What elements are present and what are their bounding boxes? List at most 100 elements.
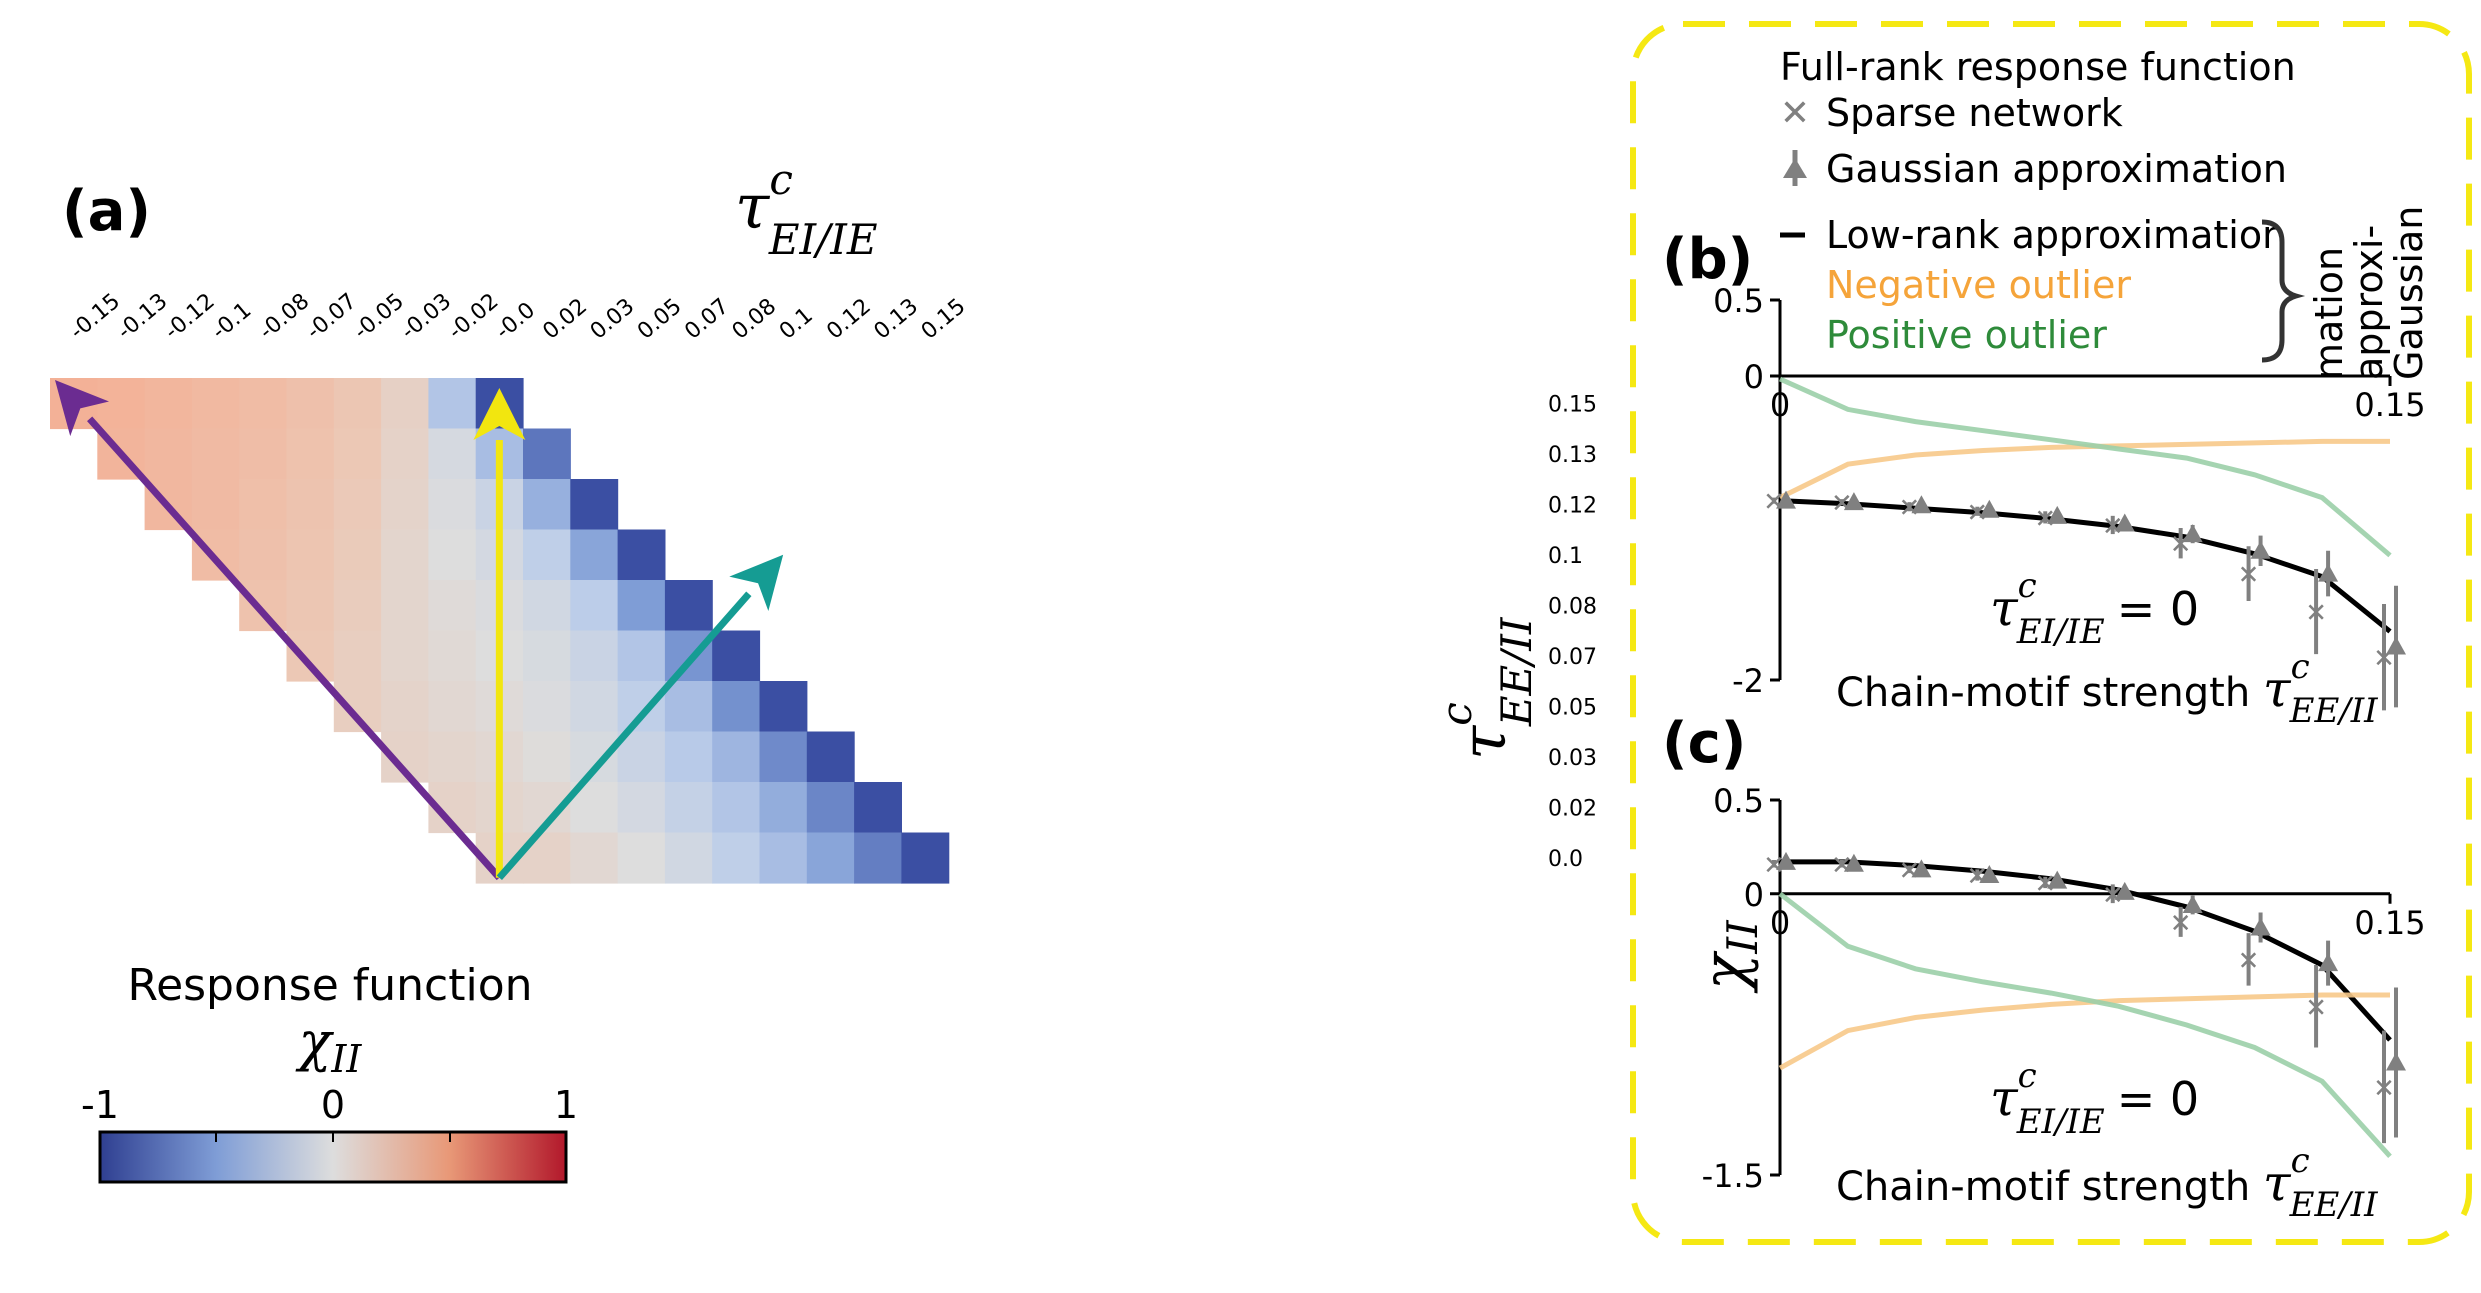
heatmap-cell [286,378,335,430]
panel-c-label: (c) [1662,711,1746,776]
top-axis-symbol: τ [735,170,771,243]
heatmap-cell [617,681,666,733]
plot-c-annotation-rhs: = 0 [2117,1072,2199,1126]
plot-b-sparse-marker: ✕ [2305,599,2327,629]
plot-c-x-max-label: 0.15 [2354,904,2425,942]
heatmap-cell [97,378,146,430]
top-axis-sub: EI/IE [768,215,878,264]
plot-b-xlabel-sup: c [2291,647,2310,687]
legend-sparse: ✕ Sparse network [1780,91,2123,135]
heatmap-cell [381,580,429,632]
heatmap-cell [381,479,429,531]
heatmap-cell [239,529,288,581]
arrow-purple-head [55,380,110,437]
heatmap-cell [806,782,855,834]
plot-b-sparse-marker: ✕ [2238,561,2260,591]
heatmap-cell [381,681,429,733]
heatmap-cell [381,378,429,430]
colorbar-ticks [215,1132,451,1142]
heatmap-cell [286,479,335,531]
x-tick-label: -0.05 [349,289,409,345]
heatmap-cell [523,681,571,733]
x-tick-label: 0.13 [870,294,924,345]
plot-c-series-low-rank-approximation [1780,859,2392,1042]
plot-b-annotation: τc EI/IE = 0 [1990,566,2199,652]
top-axis-sup: c [769,155,793,204]
plot-c-ylabel-sub: II [1718,919,1767,955]
plot-b-annotation-sub: EI/IE [2016,612,2105,652]
y-tick-label: 0.08 [1548,594,1597,619]
plot-c-sparse-marker: ✕ [2034,870,2056,900]
heatmap [50,378,950,884]
heatmap-cell [239,580,288,632]
heatmap-cell [381,529,429,581]
plot-b-sparse-marker: ✕ [2034,504,2056,534]
legend-positive-label: Positive outlier [1826,313,2107,357]
brace-label: mation approxi- Gaussian [2307,206,2431,380]
plot-c-sparse-marker: ✕ [2102,881,2124,911]
plot-c-xlabel-sup: c [2291,1141,2310,1181]
heatmap-cell [144,428,193,480]
heatmap-cell [191,479,240,531]
plot-b-xlabel: Chain-motif strength τc EE/II [1836,647,2378,731]
plot-c-gaussian-marker [2386,1052,2406,1071]
plot-b-y-tick-label: 0 [1744,358,1764,396]
plot-b-y-tick-label: -2 [1732,662,1764,700]
right-axis-title: τc EE/II [1432,616,1541,760]
heatmap-cell [570,479,619,531]
x-tick-label: 0.12 [822,294,876,345]
plot-b-gaussian-marker [2386,636,2406,655]
plot-b-x-max-label: 0.15 [2354,386,2425,424]
colorbar-sub-sub: II [330,1037,362,1081]
x-tick-label: -0.07 [302,289,362,345]
plot-c-gaussian-marker [2250,917,2271,936]
x-tick-label: -0.03 [397,289,457,345]
plot-c-ylabel: χII [1690,919,1767,994]
colorbar-mid-label: 0 [321,1083,345,1127]
heatmap-arrows [55,380,784,881]
heatmap-cell [617,731,666,783]
heatmap-cell [523,731,571,783]
x-tick-label: -0.15 [65,289,125,345]
heatmap-cell [664,681,713,733]
plot-c-annotation-sub: EI/IE [2016,1102,2105,1142]
x-tick-label: -0.13 [113,289,173,345]
plot-b-sparse-marker: ✕ [2102,512,2124,542]
right-axis-symbol: τ [1447,724,1520,760]
heatmap-cell [286,529,335,581]
plot-c-x-min-label: 0 [1770,904,1790,942]
colorbar-min-label: -1 [81,1083,119,1127]
plot-c-sparse-marker: ✕ [1831,851,1853,881]
plot-c-annotation: τc EI/IE = 0 [1990,1056,2199,1142]
plot-b-sparse-marker: ✕ [1763,488,1785,518]
plot-b-gaussian-marker [2182,524,2203,543]
plot-c-gaussian-marker [2182,895,2203,913]
plot-c-y-tick-label: -1.5 [1702,1157,1764,1195]
y-tick-label: 0.13 [1548,443,1597,468]
plot-b-gaussian-marker [2047,505,2068,524]
plot-c-gaussian-marker [1979,865,2000,883]
heatmap-cell [428,428,477,480]
plot-b-series-positive-outlier [1778,376,2392,558]
heatmap-y-ticks: 0.15 0.13 0.12 0.1 0.08 0.07 0.05 0.03 0.02 0.0 [1548,392,1597,872]
plot-c-sparse-marker: ✕ [1763,851,1785,881]
x-tick-label: -0.08 [255,289,315,345]
heatmap-cell [286,580,335,632]
x-tick-label: 0.02 [538,294,592,345]
x-tick-label: 0.03 [586,294,640,345]
plot-b-sparse-marker: ✕ [1899,494,1921,524]
heatmap-cell [333,378,382,430]
plot-c-xlabel-symbol: τ [2263,1154,2292,1212]
heatmap-cell [617,580,666,632]
legend-gaussian-marker [1783,158,1807,178]
plot-c-series-negative-outlier [1778,992,2390,1071]
heatmap-cell [664,832,713,884]
plot-c-gaussian-marker [1911,859,1932,878]
plot-b-annotation-rhs: = 0 [2117,582,2199,636]
heatmap-cell [286,428,335,480]
x-tick-label: -0.12 [160,289,220,345]
brace-label-line-3: Gaussian [2387,206,2431,380]
heatmap-cell [854,832,902,884]
heatmap-cell [428,630,477,682]
heatmap-cell [664,782,713,834]
